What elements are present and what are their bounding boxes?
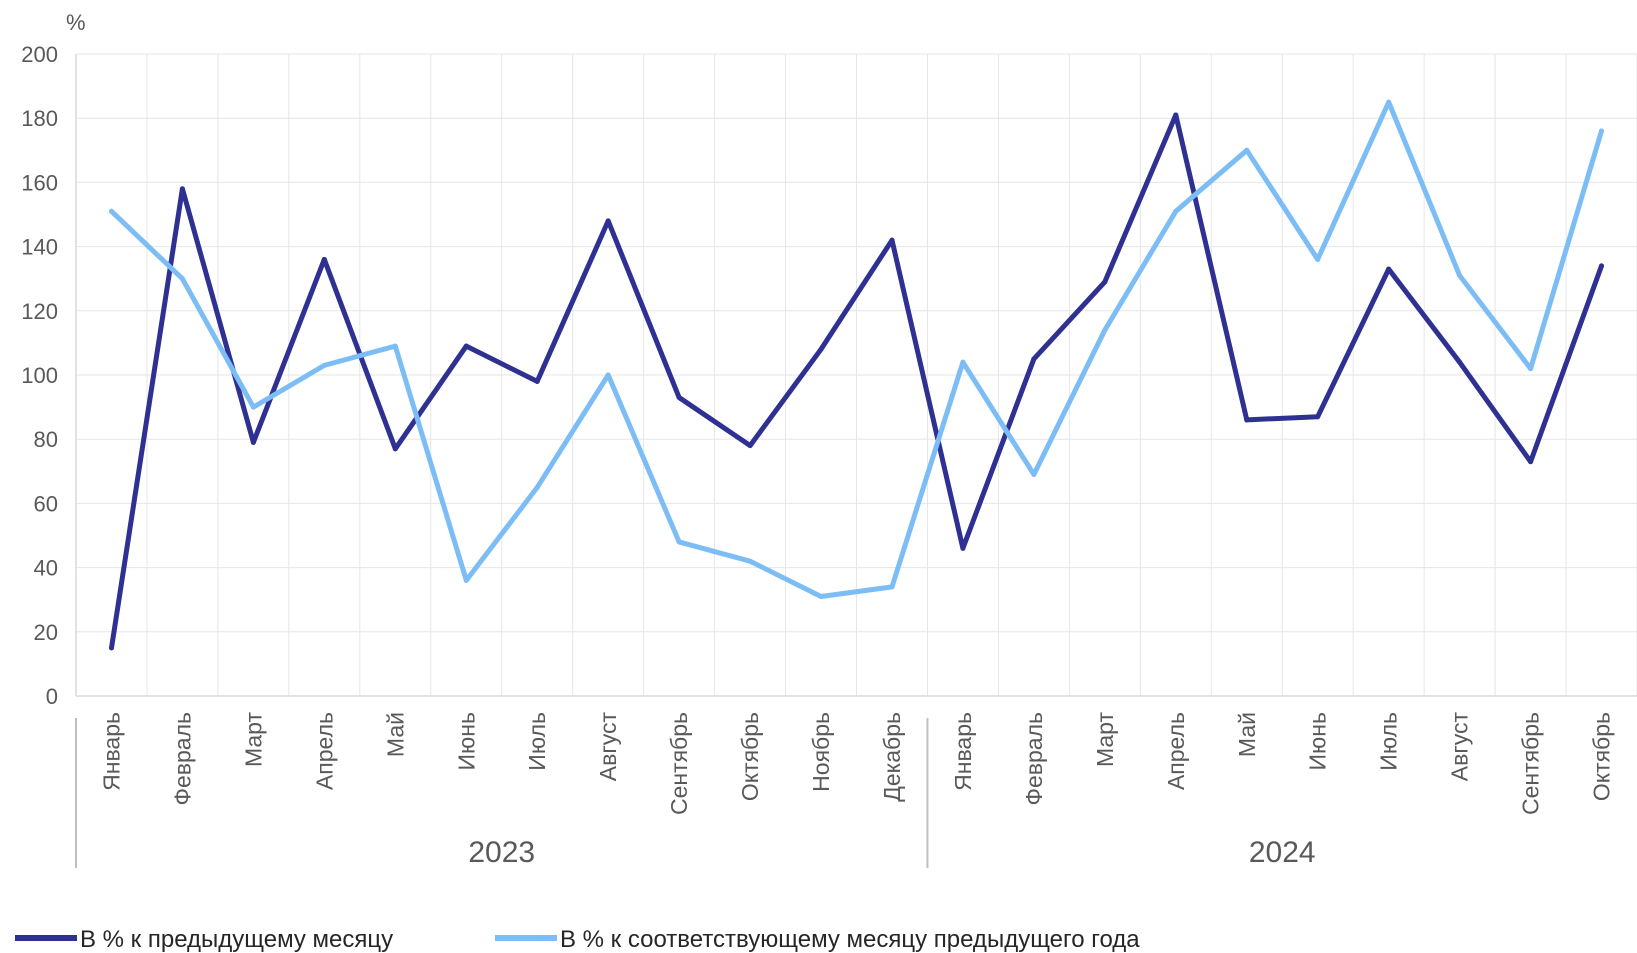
data-point-series-1 [889,237,895,243]
x-tick-label: Январь [98,712,124,791]
y-tick-label: 100 [21,363,58,388]
data-point-series-2 [889,584,895,590]
y-tick-label: 0 [46,684,58,709]
x-tick-label: Август [1447,712,1473,782]
data-point-series-1 [179,186,185,192]
y-axis-unit-label: % [66,10,86,35]
x-axis-year-labels: 2023 2024 [468,836,1315,869]
x-tick-label: Май [382,712,408,757]
data-point-series-1 [250,439,256,445]
series-line-2 [109,99,1604,599]
x-tick-label: Сентябрь [1518,712,1544,815]
year-label: 2023 [468,836,535,869]
x-tick-label: Март [1092,712,1118,767]
data-point-series-2 [1599,128,1605,134]
data-point-series-1 [605,218,611,224]
y-tick-label: 80 [34,427,58,452]
legend-label-2: В % к соответствующему месяцу предыдущег… [560,926,1140,953]
x-tick-label: Май [1234,712,1260,757]
x-tick-label: Июль [524,712,550,771]
data-point-series-1 [1102,279,1108,285]
data-point-series-1 [1315,414,1321,420]
data-point-series-1 [1599,263,1605,269]
data-point-series-2 [1528,366,1534,372]
data-point-series-2 [321,362,327,368]
y-axis-ticks: 0 20 40 60 80 100 120 140 160 180 200 [21,42,58,709]
x-tick-label: Декабрь [879,712,905,802]
x-tick-label: Апрель [311,712,337,790]
data-point-series-2 [1315,256,1321,262]
y-tick-label: 160 [21,170,58,195]
data-point-series-2 [676,539,682,545]
data-point-series-2 [1457,272,1463,278]
data-point-series-2 [250,404,256,410]
data-point-series-1 [1457,359,1463,365]
x-tick-label: Октябрь [737,712,763,801]
data-point-series-2 [179,276,185,282]
data-point-series-2 [1244,147,1250,153]
year-label: 2024 [1249,836,1316,869]
data-point-series-1 [1528,459,1534,465]
series-lines [108,99,1605,651]
data-point-series-2 [108,208,114,214]
data-point-series-1 [1031,356,1037,362]
data-point-series-1 [1244,417,1250,423]
x-tick-label: Июнь [1305,712,1331,770]
x-tick-label: Июль [1376,712,1402,771]
data-point-series-2 [1173,208,1179,214]
x-tick-label: Март [240,712,266,767]
legend-label-1: В % к предыдущему месяцу [80,926,393,953]
x-axis-month-labels: Январь Февраль Март Апрель Май Июнь Июль Август… [98,712,1614,816]
data-point-series-1 [463,343,469,349]
data-point-series-2 [1386,99,1392,105]
x-tick-label: Август [595,712,621,782]
data-point-series-2 [960,359,966,365]
data-point-series-1 [1173,112,1179,118]
x-tick-label: Октябрь [1589,712,1615,801]
x-tick-label: Апрель [1163,712,1189,790]
data-point-series-2 [1102,327,1108,333]
gridlines [76,53,1637,696]
data-point-series-1 [676,394,682,400]
data-point-series-2 [463,577,469,583]
y-tick-label: 200 [21,42,58,67]
legend: В % к предыдущему месяцу В % к соответств… [15,926,1140,953]
x-tick-label: Февраль [1021,712,1047,805]
x-tick-label: Февраль [169,712,195,805]
data-point-series-2 [605,372,611,378]
data-point-series-2 [1031,472,1037,478]
data-point-series-1 [392,446,398,452]
data-point-series-2 [392,343,398,349]
axes [75,54,1637,868]
data-point-series-1 [1386,266,1392,272]
data-point-series-1 [321,256,327,262]
data-point-series-1 [747,443,753,449]
y-tick-label: 180 [21,106,58,131]
data-point-series-1 [818,346,824,352]
x-tick-label: Сентябрь [666,712,692,815]
y-tick-label: 20 [34,620,58,645]
data-point-series-1 [108,645,114,651]
data-point-series-1 [960,545,966,551]
y-tick-label: 120 [21,299,58,324]
y-tick-label: 40 [34,556,58,581]
x-tick-label: Январь [950,712,976,791]
data-point-series-2 [534,484,540,490]
x-tick-label: Ноябрь [808,712,834,792]
data-point-series-2 [747,558,753,564]
data-point-series-1 [534,378,540,384]
y-tick-label: 140 [21,235,58,260]
x-tick-label: Июнь [453,712,479,770]
data-point-series-2 [818,593,824,599]
y-tick-label: 60 [34,491,58,516]
